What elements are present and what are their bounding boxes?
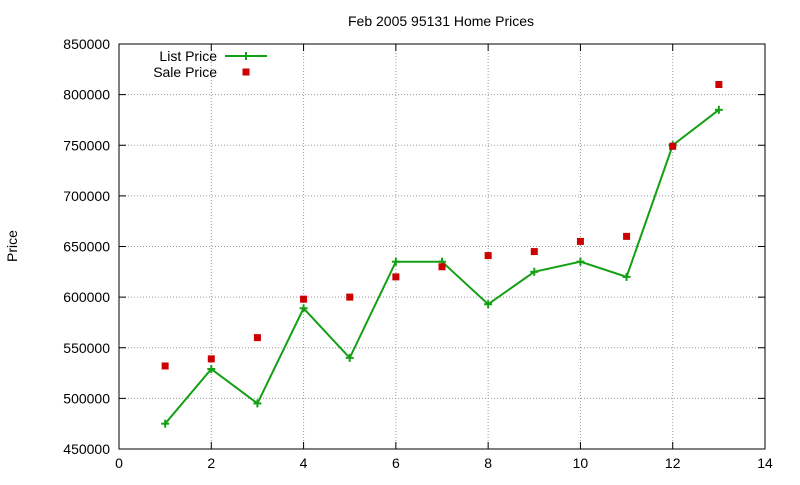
data-point <box>669 142 677 150</box>
data-point <box>438 263 446 271</box>
legend-marker <box>242 68 250 76</box>
y-tick-label: 550000 <box>63 340 110 356</box>
y-tick-label: 850000 <box>63 36 110 52</box>
x-tick-label: 2 <box>207 455 215 471</box>
data-point <box>391 257 400 266</box>
y-tick-label: 500000 <box>63 390 110 406</box>
data-point <box>161 362 169 370</box>
y-tick-label: 700000 <box>63 188 110 204</box>
x-tick-label: 6 <box>392 455 400 471</box>
y-tick-label: 750000 <box>63 137 110 153</box>
data-point <box>530 248 538 256</box>
x-tick-label: 10 <box>573 455 589 471</box>
y-tick-label: 650000 <box>63 239 110 255</box>
data-point <box>484 300 493 309</box>
data-point <box>392 273 400 281</box>
y-tick-label: 450000 <box>63 441 110 457</box>
grid <box>119 44 765 449</box>
data-point <box>484 252 492 260</box>
data-point <box>207 355 215 363</box>
data-point <box>253 334 261 342</box>
legend-label: List Price <box>159 48 217 64</box>
data-point <box>623 232 631 240</box>
y-tick-label: 600000 <box>63 289 110 305</box>
legend-label: Sale Price <box>153 64 217 80</box>
x-tick-label: 12 <box>665 455 681 471</box>
data-point <box>299 304 308 313</box>
data-point <box>161 419 170 428</box>
data-point <box>622 272 631 281</box>
data-point <box>207 365 216 374</box>
x-tick-label: 14 <box>757 455 773 471</box>
data-point <box>530 267 539 276</box>
x-tick-label: 0 <box>115 455 123 471</box>
legend-marker <box>242 52 250 60</box>
y-axis-label: Price <box>4 230 20 262</box>
data-point <box>715 81 723 88</box>
series-sale-price <box>161 81 723 370</box>
data-point <box>576 257 585 266</box>
data-point <box>253 399 262 408</box>
x-tick-label: 8 <box>484 455 492 471</box>
chart-title: Feb 2005 95131 Home Prices <box>348 13 534 29</box>
series-layer <box>161 81 723 428</box>
data-point <box>345 353 354 362</box>
axes: 450000 500000 550000 600000 650000 700000 7500… <box>63 36 773 471</box>
data-point <box>576 237 584 245</box>
y-tick-label: 800000 <box>63 87 110 103</box>
data-point <box>346 293 354 301</box>
x-tick-label: 4 <box>300 455 308 471</box>
data-point <box>714 105 723 114</box>
data-point <box>300 295 308 303</box>
